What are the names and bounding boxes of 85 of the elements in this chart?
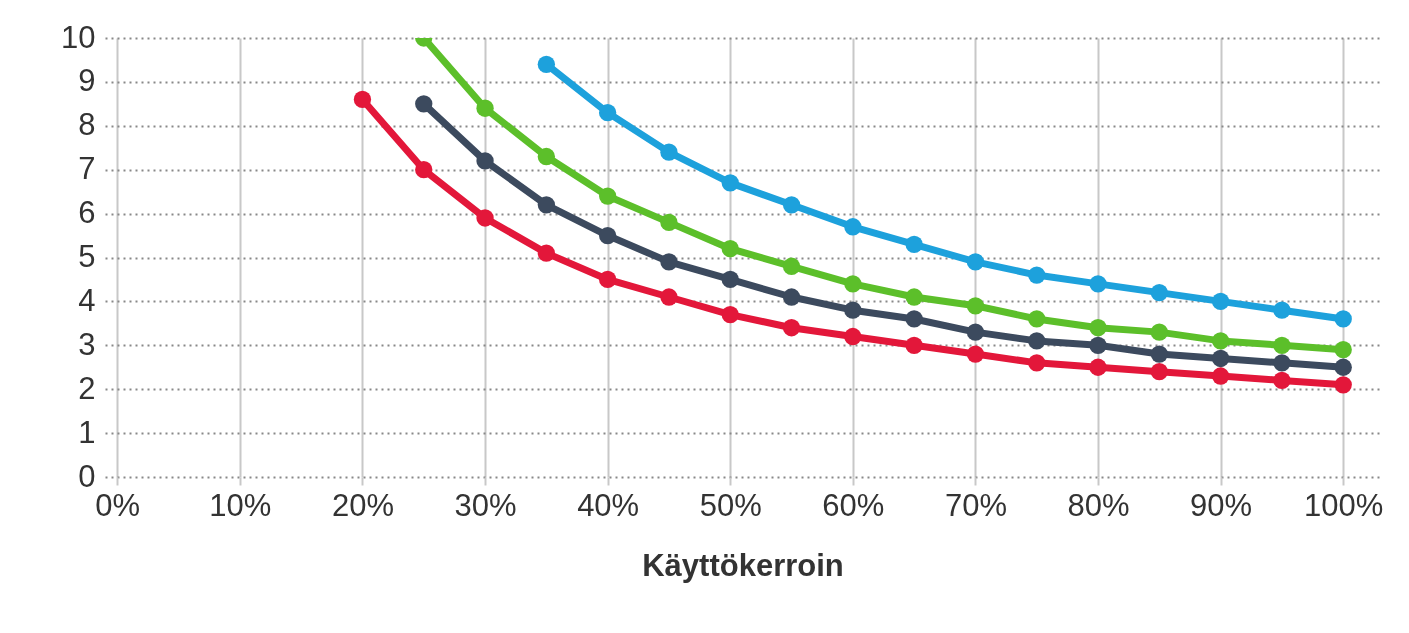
point [905,336,923,354]
point [844,301,862,319]
point [476,209,494,227]
y-tick-label: 6 [78,195,96,231]
point [537,196,556,214]
point [782,196,801,214]
point [353,90,372,109]
point [1028,332,1046,350]
point [1273,301,1291,319]
point [721,305,739,324]
point [598,103,617,122]
point [966,323,985,341]
point [721,174,739,192]
x-tick-label: 30% [454,487,517,523]
point [1334,376,1352,394]
y-tick-label: 3 [78,326,96,362]
y-tick-label: 5 [78,239,96,274]
point [415,95,433,113]
point [782,319,801,337]
point [721,270,739,289]
point [1089,336,1107,354]
point [476,99,494,117]
point [905,235,923,253]
x-tick-label: 0% [95,487,141,523]
point [598,226,617,245]
point [844,218,862,236]
y-tick-label: 2 [78,370,96,406]
point [844,327,862,346]
point [415,161,433,179]
x-tick-label: 60% [822,487,885,523]
x-tick-label: 40% [577,487,640,523]
point [1089,319,1107,337]
point [1211,332,1230,350]
x-tick-label: 90% [1190,487,1253,523]
point [1211,367,1230,385]
point [1028,354,1046,372]
point [721,240,739,258]
point [660,213,678,232]
point [782,257,801,275]
point [598,270,617,289]
point [1089,358,1107,376]
point [966,297,985,315]
point [1028,266,1046,284]
x-tick-label: 70% [944,487,1007,523]
point [537,244,556,262]
point [598,187,617,205]
point [905,310,923,328]
point [1211,349,1230,368]
point [1273,354,1291,372]
point [1334,341,1352,359]
point [476,152,494,170]
point [1150,323,1168,341]
x-tick-label: 100% [1304,487,1384,523]
point [966,253,985,271]
y-tick-label: 1 [78,414,96,450]
point [660,253,678,271]
point [1334,358,1352,376]
point [1089,275,1107,293]
point [1211,292,1230,311]
y-tick-label: 8 [78,107,96,143]
point [1150,283,1168,302]
y-tick-label: 4 [78,282,96,318]
x-tick-label: 20% [331,487,394,523]
y-tick-label: 10 [61,19,96,55]
point [782,288,801,306]
x-tick-label: 80% [1067,487,1130,523]
x-axis-title: Käyttökerroin [642,547,844,583]
point [966,345,985,363]
point [1028,310,1046,328]
point [660,143,678,161]
point [1150,345,1168,363]
point [1273,336,1291,354]
point [537,147,556,166]
y-tick-label: 9 [78,63,96,99]
point [905,288,923,306]
point [537,55,556,73]
point [844,275,862,293]
point [1150,363,1168,381]
y-tick-label: 7 [78,151,96,187]
y-tick-label: 0 [78,458,96,494]
x-tick-label: 50% [699,487,762,523]
point [1273,371,1291,390]
point [660,288,678,306]
x-tick-label: 10% [209,487,272,523]
point [1334,310,1352,328]
